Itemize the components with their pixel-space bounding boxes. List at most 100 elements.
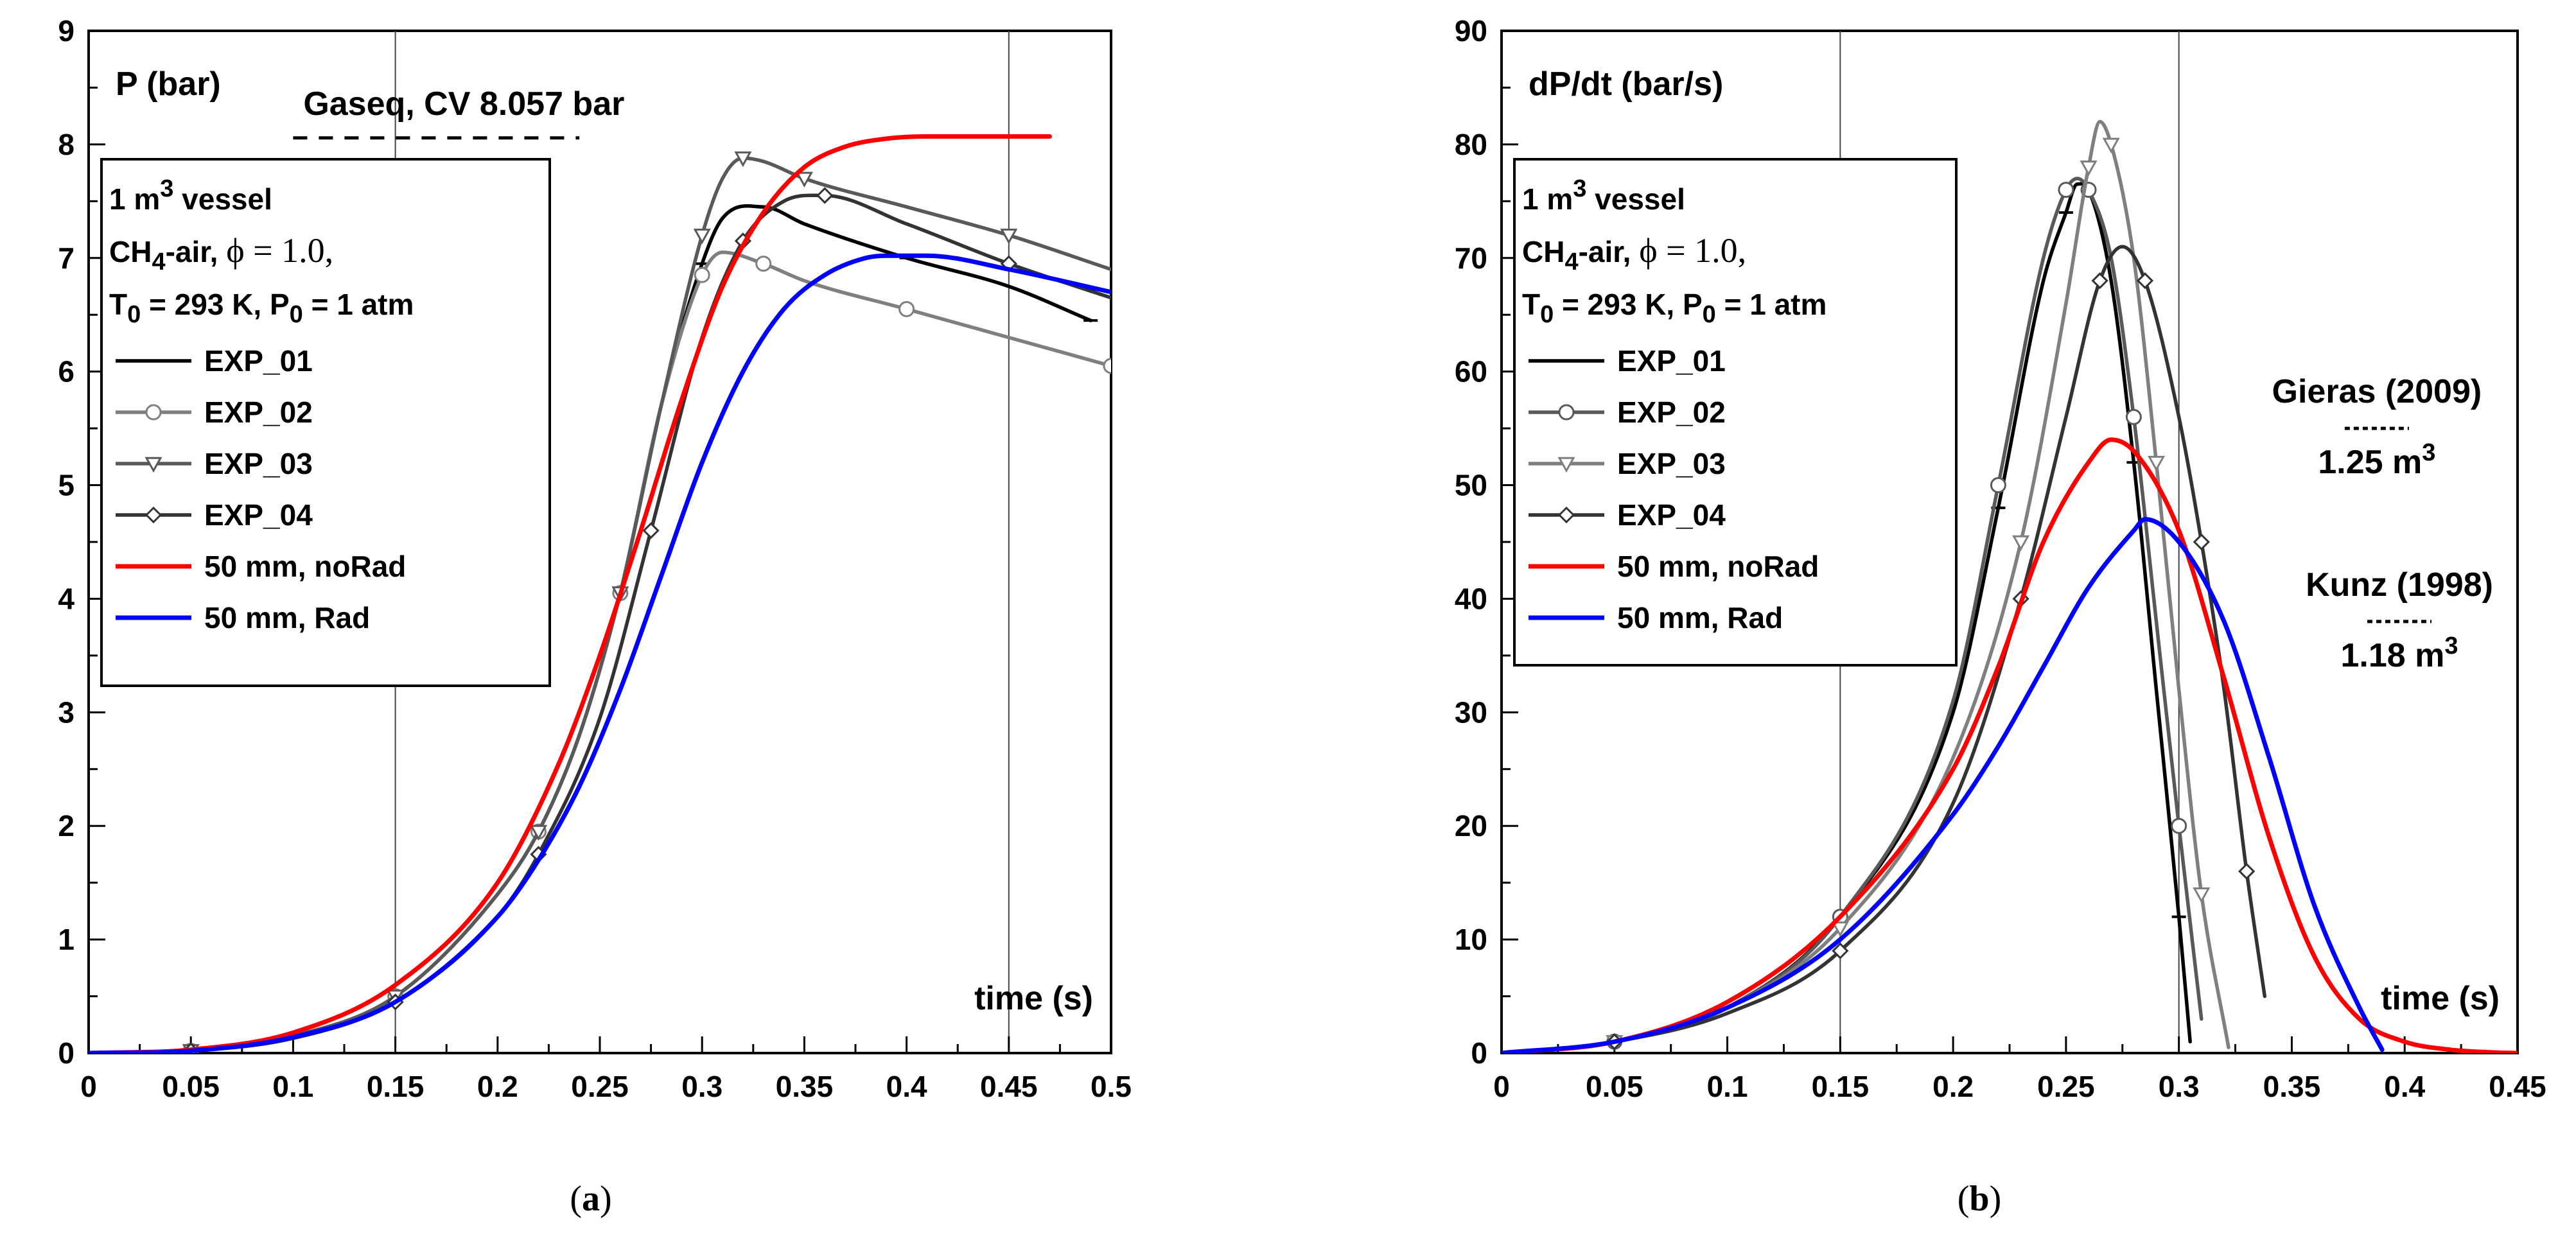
legend-header-line-part: ϕ = 1.0,	[226, 231, 333, 270]
x-tick-label: 0.15	[1812, 1070, 1870, 1103]
caption-paren: )	[600, 1179, 612, 1219]
chart-panel-b: 0 0.05 0.1 0.15 0.2 0.25 0.3 0.35 0.4 0.450102030…	[1455, 14, 2546, 1219]
x-tick-label: 0.1	[272, 1070, 313, 1103]
series-marker	[2080, 160, 2098, 177]
caption-letter: a	[582, 1179, 600, 1219]
x-tick-label: 0.35	[776, 1070, 834, 1103]
legend-box	[100, 158, 551, 687]
series-marker	[816, 187, 834, 204]
series-marker	[642, 522, 660, 539]
series-marker	[755, 256, 772, 272]
chart-panel-a: 0 0.05 0.1 0.15 0.2 0.25 0.3 0.35 0.4 0.45 0.5 0 1 2 3…	[58, 14, 1132, 1219]
legend-label: 50 mm, noRad	[204, 550, 406, 583]
series-marker	[2171, 817, 2187, 834]
series-marker	[1103, 358, 1111, 374]
x-tick-label: 0.3	[681, 1070, 723, 1103]
legend-label: EXP_01	[1617, 344, 1726, 378]
series-line-50-mm-rad	[89, 253, 1111, 1053]
y-tick-label: 70	[1455, 241, 1487, 275]
legend-header-line-part: 4	[152, 248, 165, 275]
legend-label: 50 mm, Rad	[1617, 601, 1783, 634]
y-tick-label: 7	[58, 241, 74, 275]
x-axis-label: time (s)	[974, 980, 1093, 1017]
legend-marker	[1557, 506, 1575, 524]
x-tick-label: 0	[80, 1070, 97, 1103]
y-tick-label: 10	[1455, 923, 1487, 956]
reference-label: Gaseq, CV 8.057 bar	[303, 85, 624, 123]
legend-header-line-part: = 293 K, P	[1554, 288, 1702, 321]
y-tick-label: 9	[58, 14, 74, 48]
y-tick-label: 6	[58, 355, 74, 388]
legend-header-line-part: T	[109, 288, 127, 321]
series-marker	[1831, 921, 1849, 937]
series-marker	[2238, 862, 2256, 880]
annotation-volume: 1.25 m3	[2318, 439, 2435, 481]
panel-caption: (a)	[570, 1179, 611, 1219]
annotation-volume-value: 1.25 m	[2318, 444, 2422, 481]
legend-label: 50 mm, noRad	[1617, 550, 1819, 583]
series-marker	[2058, 182, 2074, 198]
y-tick-label: 50	[1455, 469, 1487, 502]
legend-label: 50 mm, Rad	[204, 601, 370, 634]
series-marker	[2091, 272, 2108, 290]
y-tick-label: 90	[1455, 14, 1487, 48]
y-axis-label: dP/dt (bar/s)	[1529, 65, 1723, 103]
y-tick-label: 2	[58, 809, 74, 842]
y-tick-label: 5	[58, 469, 74, 502]
series-marker	[2125, 408, 2142, 425]
series-line-exp-02	[1502, 177, 2204, 1053]
series-marker	[1000, 229, 1018, 245]
legend-marker	[1558, 404, 1575, 421]
legend-label: EXP_02	[204, 396, 313, 429]
x-tick-label: 0.05	[1586, 1070, 1643, 1103]
legend-header-line-part: 0	[127, 301, 141, 328]
annotation-volume-value: 1.18 m	[2341, 637, 2445, 674]
legend-label: EXP_03	[1617, 447, 1726, 480]
legend-header-line-part: CH	[109, 235, 152, 268]
series-marker	[694, 266, 710, 283]
legend-header-line-part: vessel	[1586, 182, 1685, 216]
x-tick-label: 0.4	[886, 1070, 927, 1103]
panel-caption: (b)	[1958, 1179, 2001, 1219]
series-marker	[734, 151, 752, 168]
y-tick-label: 0	[58, 1036, 74, 1070]
legend-marker	[145, 404, 162, 421]
legend-label: EXP_04	[204, 498, 313, 532]
y-tick-label: 0	[1471, 1036, 1487, 1070]
legend-header-line-part: = 1 atm	[303, 288, 414, 321]
x-tick-label: 0	[1493, 1070, 1510, 1103]
series-marker	[898, 301, 915, 317]
x-tick-label: 0.2	[477, 1070, 518, 1103]
x-tick-label: 0.5	[1091, 1070, 1132, 1103]
x-tick-label: 0.25	[571, 1070, 629, 1103]
series-marker	[2193, 533, 2210, 551]
x-tick-label: 0.15	[367, 1070, 425, 1103]
legend-header-line: T0 = 293 K, P0 = 1 atm	[1522, 288, 1827, 328]
y-tick-label: 1	[58, 923, 74, 956]
legend-label: EXP_03	[204, 447, 313, 480]
series-line-50-mm-rad	[1502, 517, 2385, 1053]
y-tick-label: 60	[1455, 355, 1487, 388]
x-tick-label: 0.3	[2159, 1070, 2200, 1103]
series-group	[89, 134, 1111, 1053]
caption-letter: b	[1969, 1179, 1989, 1219]
legend-label: EXP_01	[204, 344, 313, 378]
series-line-50-mm-norad	[1502, 437, 2518, 1053]
y-tick-label: 4	[58, 582, 74, 615]
legend-header-line-part: 3	[1573, 175, 1586, 202]
series-marker	[2012, 535, 2030, 552]
x-tick-label: 0.2	[1932, 1070, 1974, 1103]
legend-header-line: 1 m3 vessel	[109, 175, 272, 216]
caption-paren: )	[1990, 1179, 2002, 1219]
series-line-50-mm-norad	[89, 134, 1052, 1053]
legend-header-line-part: = 293 K, P	[141, 288, 289, 321]
annotation-label: Kunz (1998)	[2306, 566, 2493, 604]
legend-header-line-part: 0	[290, 301, 303, 328]
x-tick-label: 0.45	[980, 1070, 1038, 1103]
x-tick-label: 0.35	[2263, 1070, 2321, 1103]
series-marker	[2102, 137, 2120, 153]
legend-header-line-part: -air,	[1579, 235, 1640, 268]
legend-header-line: CH4-air, ϕ = 1.0,	[109, 231, 333, 275]
series-line-exp-03	[1502, 119, 2230, 1053]
